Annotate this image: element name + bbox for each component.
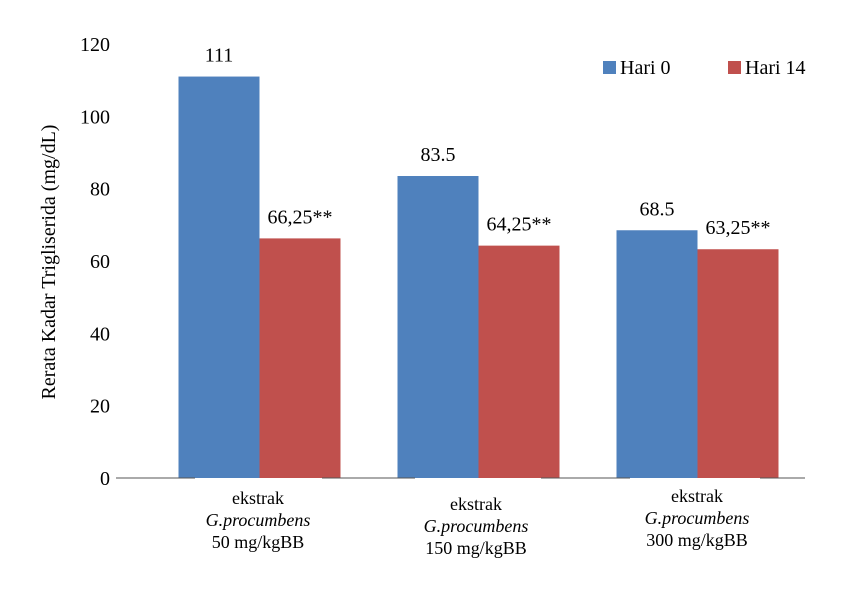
bar-hari-0 [616, 230, 698, 478]
data-label: 83.5 [421, 144, 456, 166]
y-tick-label: 0 [100, 468, 110, 490]
data-label: 64,25** [487, 214, 552, 236]
y-tick-label: 20 [90, 396, 110, 418]
legend-label: Hari 14 [745, 57, 806, 79]
bars [178, 76, 779, 479]
y-axis-title: Rerata Kadar Trigliserida (mg/dL) [38, 125, 60, 400]
data-label: 66,25** [268, 206, 333, 228]
bar-hari-14 [478, 245, 560, 478]
bar-hari-0 [178, 76, 260, 479]
category-label-line3: 50 mg/kgBB [212, 532, 305, 552]
category-label-line1: ekstrak [450, 494, 502, 514]
category-label-line2: G.procumbens [424, 516, 529, 536]
data-label: 111 [205, 45, 234, 67]
legend: Hari 0 Hari 14 [603, 57, 806, 79]
bar-hari-0 [397, 176, 479, 478]
legend-swatch [728, 61, 741, 74]
bar-hari-14 [697, 249, 779, 478]
data-label: 68.5 [640, 198, 675, 220]
category-label-line1: ekstrak [232, 488, 284, 508]
y-tick-label: 100 [80, 106, 110, 128]
category-label-line2: G.procumbens [645, 508, 750, 528]
category-label-line3: 150 mg/kgBB [425, 538, 527, 558]
bar-hari-14 [259, 238, 341, 478]
y-axis-ticks: 0 20 40 60 80 100 120 [80, 34, 110, 490]
category-label-line3: 300 mg/kgBB [646, 530, 748, 550]
y-tick-label: 60 [90, 251, 110, 273]
y-tick-label: 40 [90, 323, 110, 345]
category-label-line1: ekstrak [671, 486, 723, 506]
legend-swatch [603, 61, 616, 74]
data-label: 63,25** [706, 217, 771, 239]
legend-label: Hari 0 [620, 57, 671, 79]
y-tick-label: 80 [90, 179, 110, 201]
value-labels: 111 66,25** 83.5 64,25** 68.5 63,25** [205, 45, 771, 240]
category-label-line2: G.procumbens [206, 510, 311, 530]
y-tick-label: 120 [80, 34, 110, 56]
